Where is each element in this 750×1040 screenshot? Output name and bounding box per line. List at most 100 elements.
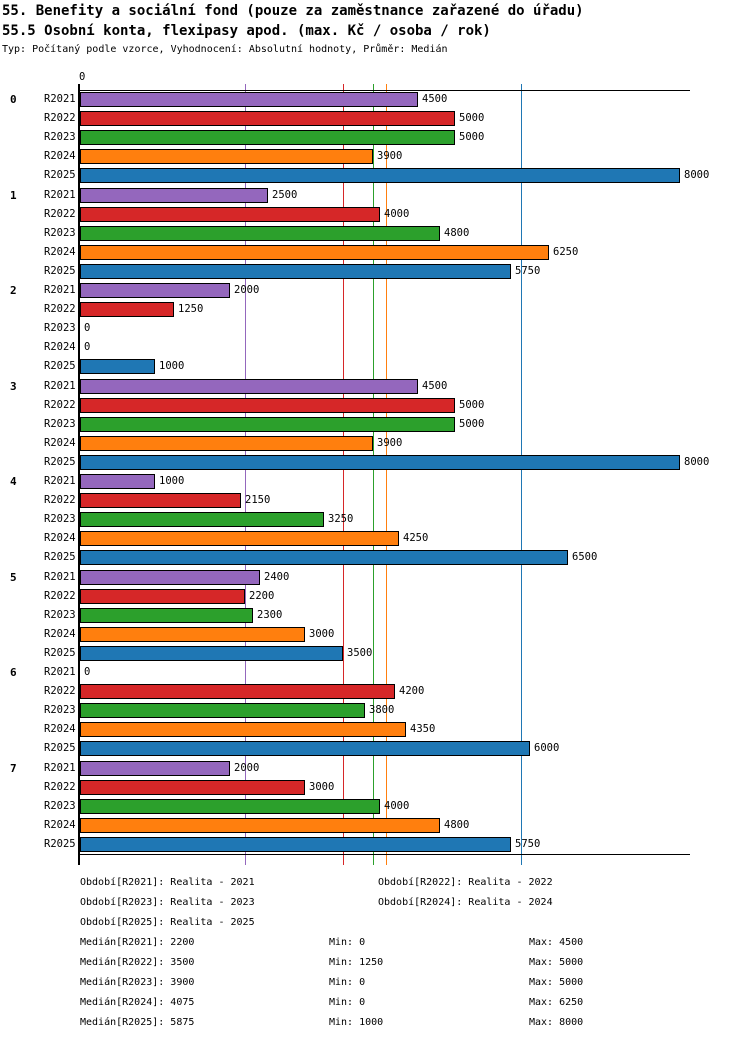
bar-r2022-group3	[80, 397, 455, 413]
x-axis-bottom	[78, 854, 690, 855]
bar-r2023-group0	[80, 130, 455, 145]
bar-r2025-group5	[80, 645, 343, 661]
series-label: R2024	[44, 150, 76, 162]
legend-item-r2025: Období[R2025]: Realita - 2025	[80, 917, 255, 928]
bar-r2024-group3	[80, 435, 373, 451]
series-label: R2022	[44, 398, 76, 411]
median-line-r2023	[373, 84, 374, 865]
series-label: R2022	[44, 589, 76, 602]
bar-value-label: 3000	[309, 780, 335, 793]
series-label: R2025	[44, 455, 76, 468]
page-title: 55. Benefity a sociální fond (pouze za z…	[2, 3, 584, 19]
series-label: R2025	[44, 360, 76, 372]
bar-value-label: 1250	[178, 303, 204, 315]
stat-min-r2022: Min: 1250	[329, 957, 384, 968]
series-label: R2022	[44, 112, 76, 124]
stat-median-r2022: Medián[R2022]: 3500	[80, 957, 195, 968]
series-label: R2024	[44, 532, 76, 544]
x-axis-zero-tick-label: 0	[79, 71, 86, 83]
stat-min-r2023: Min: 0	[329, 977, 366, 988]
stat-max-r2022: Max: 5000	[529, 957, 584, 968]
bar-value-label: 0	[84, 322, 91, 334]
bar-r2024-group5	[80, 626, 305, 642]
series-label: R2025	[44, 169, 76, 181]
bar-r2025-group7	[80, 836, 511, 852]
bar-r2022-group4	[80, 493, 241, 508]
series-label: R2024	[44, 723, 76, 735]
bar-value-label: 4350	[410, 723, 436, 735]
legend-item-r2022: Období[R2022]: Realita - 2022	[378, 877, 553, 888]
series-label: R2022	[44, 780, 76, 793]
bar-r2022-group2	[80, 302, 174, 317]
grouped-bar-chart: 0 0 R2021 4500 R2022 5000 R2023 5000 R2024 3900 R2…	[10, 71, 710, 865]
bar-r2021-group2	[80, 283, 230, 298]
bar-value-label: 2000	[234, 284, 260, 296]
group-label: 6	[10, 666, 17, 679]
series-label: R2024	[44, 245, 76, 258]
series-label: R2023	[44, 226, 76, 239]
bar-r2022-group0	[80, 111, 455, 126]
bar-value-label: 8000	[684, 169, 710, 181]
bar-value-label: 3900	[377, 436, 403, 449]
bar-r2024-group1	[80, 244, 549, 260]
bar-r2021-group5	[80, 569, 260, 585]
series-label: R2023	[44, 799, 76, 812]
series-label: R2025	[44, 264, 76, 277]
bar-value-label: 5000	[459, 131, 485, 143]
bar-r2021-group7	[80, 760, 230, 776]
stat-max-r2025: Max: 8000	[529, 1017, 584, 1028]
bar-r2025-group6	[80, 741, 530, 756]
bar-r2025-group3	[80, 454, 680, 470]
y-axis	[78, 84, 80, 865]
bar-r2022-group1	[80, 206, 380, 222]
bar-r2024-group7	[80, 817, 440, 833]
stat-max-r2024: Max: 6250	[529, 997, 584, 1008]
bar-r2021-group0	[80, 92, 418, 107]
bar-value-label: 6250	[553, 245, 579, 258]
legend-item-r2021: Období[R2021]: Realita - 2021	[80, 877, 255, 888]
bar-r2024-group0	[80, 149, 373, 164]
bar-r2023-group6	[80, 703, 365, 718]
stat-max-r2021: Max: 4500	[529, 937, 584, 948]
bar-value-label: 4200	[399, 685, 425, 697]
bar-r2023-group5	[80, 607, 253, 623]
bar-r2022-group5	[80, 588, 245, 604]
series-label: R2025	[44, 646, 76, 659]
series-label: R2022	[44, 685, 76, 697]
bar-value-label: 4000	[384, 799, 410, 812]
series-label: R2022	[44, 303, 76, 315]
median-line-r2021	[245, 84, 246, 865]
bar-value-label: 4800	[444, 226, 470, 239]
bar-value-label: 4500	[422, 93, 448, 105]
series-label: R2021	[44, 475, 76, 487]
bar-r2023-group1	[80, 225, 440, 241]
bar-value-label: 4500	[422, 379, 448, 392]
bar-r2021-group3	[80, 378, 418, 394]
bar-value-label: 1000	[159, 360, 185, 372]
series-label: R2021	[44, 284, 76, 296]
legend-item-r2024: Období[R2024]: Realita - 2024	[378, 897, 553, 908]
bar-value-label: 4250	[403, 532, 429, 544]
series-label: R2021	[44, 379, 76, 392]
bar-value-label: 0	[84, 666, 91, 678]
group-label: 5	[10, 570, 17, 584]
group-label: 4	[10, 475, 17, 488]
series-label: R2021	[44, 666, 76, 678]
series-label: R2021	[44, 761, 76, 774]
bar-r2023-group7	[80, 798, 380, 814]
series-label: R2023	[44, 322, 76, 334]
bar-r2022-group6	[80, 684, 395, 699]
series-label: R2021	[44, 570, 76, 583]
median-line-r2024	[386, 84, 387, 865]
stat-min-r2024: Min: 0	[329, 997, 366, 1008]
bar-r2025-group0	[80, 168, 680, 183]
bar-r2021-group1	[80, 187, 268, 203]
series-label: R2021	[44, 188, 76, 201]
bar-value-label: 2150	[245, 494, 271, 506]
series-label: R2023	[44, 513, 76, 525]
stat-median-r2021: Medián[R2021]: 2200	[80, 937, 195, 948]
bar-value-label: 3500	[347, 646, 373, 659]
bar-value-label: 5750	[515, 837, 541, 850]
bar-r2025-group4	[80, 550, 568, 565]
